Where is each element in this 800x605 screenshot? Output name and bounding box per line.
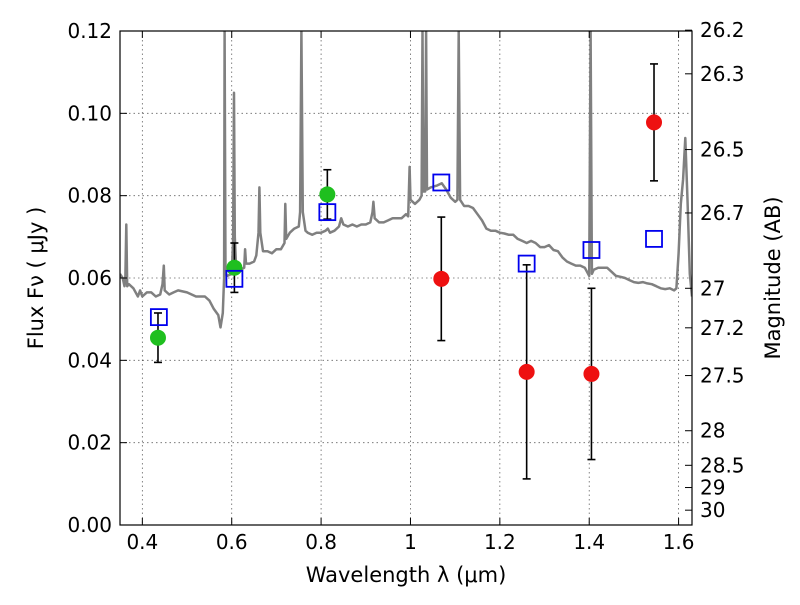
y-axis-label: Flux Fν ( μJy ) — [24, 207, 48, 350]
model-square-marker — [318, 203, 337, 222]
y-tick-label: 0.04 — [67, 348, 112, 372]
right-tick-label: 29 — [700, 476, 725, 500]
y-tick-label: 0.08 — [67, 184, 112, 208]
x-tick-label: 0.8 — [305, 530, 337, 554]
right-tick-label: 26.2 — [700, 18, 745, 42]
data-point — [518, 363, 535, 380]
x-tick-label: 0.4 — [126, 530, 158, 554]
right-tick-label: 27.5 — [700, 364, 745, 388]
y-axis-right-label: Magnitude (AB) — [761, 196, 785, 359]
data-point — [226, 259, 243, 276]
x-tick-label: 1.6 — [663, 530, 695, 554]
right-tick-label: 30 — [700, 498, 725, 522]
data-point — [583, 365, 600, 382]
right-tick-label: 27 — [700, 276, 725, 300]
model-square-marker — [149, 308, 168, 327]
data-point — [433, 270, 450, 287]
x-tick-label: 1.2 — [484, 530, 516, 554]
data-point — [646, 114, 663, 131]
right-tick-label: 26.7 — [700, 201, 745, 225]
model-square-marker — [517, 254, 536, 273]
model-square-marker — [225, 269, 244, 288]
right-tick-label: 27.2 — [700, 316, 745, 340]
y-tick-label: 0.12 — [67, 19, 112, 43]
right-tick-label: 26.5 — [700, 138, 745, 162]
right-tick-label: 26.3 — [700, 62, 745, 86]
model-square-marker — [432, 173, 451, 192]
x-tick-label: 1.4 — [573, 530, 605, 554]
x-axis-label: Wavelength λ (μm) — [306, 563, 507, 587]
spectrum-line — [120, 31, 692, 329]
data-point — [149, 329, 166, 346]
y-tick-label: 0.06 — [67, 266, 112, 290]
x-tick-label: 0.6 — [216, 530, 248, 554]
y-tick-label: 0.02 — [67, 431, 112, 455]
y-tick-label: 0.00 — [67, 513, 112, 537]
y-tick-label: 0.10 — [67, 101, 112, 125]
data-point — [319, 186, 336, 203]
model-square-marker — [582, 241, 601, 259]
right-tick-label: 28 — [700, 419, 725, 443]
x-tick-label: 1 — [404, 530, 417, 554]
model-square-marker — [645, 229, 663, 248]
right-tick-label: 28.5 — [700, 453, 745, 477]
